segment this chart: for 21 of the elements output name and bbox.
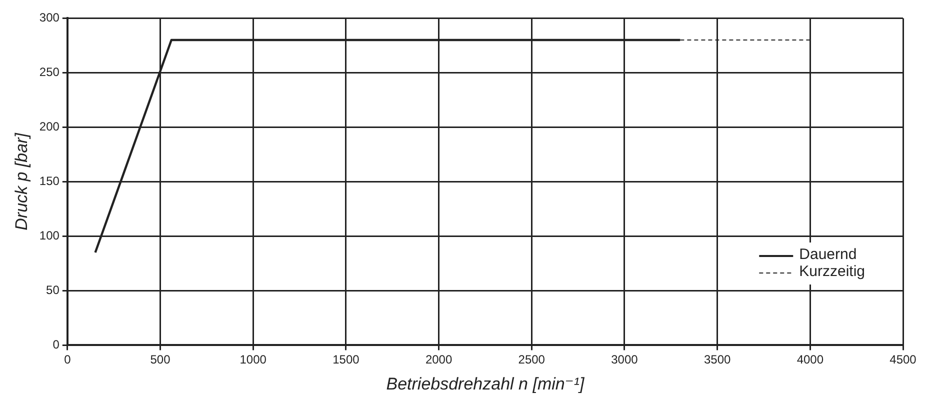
x-tick-label: 2000 [425,352,452,367]
x-tick-label: 4000 [796,352,824,367]
x-tick-label: 0 [64,352,72,367]
y-tick-label: 300 [39,10,60,25]
y-tick-label: 50 [46,283,60,298]
x-tick-label: 2500 [518,352,546,367]
y-axis-title: Druck p [bar] [12,132,31,230]
x-tick-label: 1000 [240,352,267,367]
legend-label: Dauernd [799,246,857,264]
y-tick-label: 250 [39,65,60,80]
x-tick-label: 3000 [611,352,638,367]
x-tick-label: 1500 [332,352,360,367]
x-tick-label: 500 [150,352,171,367]
x-axis-title: Betriebsdrehzahl n [min⁻¹] [386,374,586,394]
y-tick-label: 0 [52,338,60,352]
legend-label: Kurzzeitig [799,263,865,280]
y-tick-label: 150 [39,174,60,188]
x-tick-label: 4500 [890,352,917,367]
y-tick-label: 100 [39,228,60,243]
y-tick-label: 200 [39,120,60,134]
x-tick-label: 3500 [704,352,731,367]
